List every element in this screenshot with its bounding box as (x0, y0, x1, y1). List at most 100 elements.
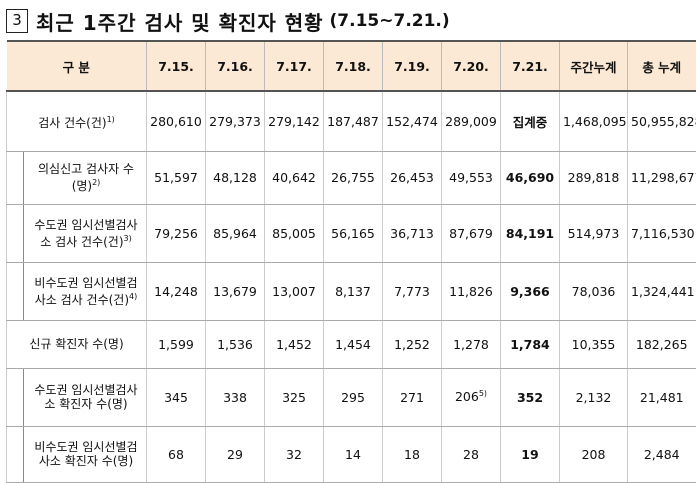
table-cell: 68 (146, 426, 206, 483)
table-cell: 14 (323, 426, 383, 483)
table-cell: 49,553 (441, 151, 501, 205)
table-cell: 13,679 (205, 262, 265, 321)
row-label-text: 검사 건수(건) (38, 115, 107, 130)
table-cell: 11,826 (441, 262, 501, 321)
table-row: 비수도권 임시선별검사소 확진자 수(명) 68 29 32 14 18 28 19 208 2,… (6, 426, 696, 483)
table-cell: 1,468,095 (559, 91, 628, 152)
table-cell: 152,474 (382, 91, 442, 152)
table-cell: 1,324,441 (627, 262, 696, 321)
header-weekly-total: 주간누계 (559, 40, 628, 92)
table-cell: 289,009 (441, 91, 501, 152)
table-cell: 325 (264, 368, 324, 427)
table-cell: 7,116,530 (627, 204, 696, 263)
title-text: 최근 1주간 검사 및 확진자 현황 (36, 10, 324, 35)
footnote-marker: 2) (92, 178, 101, 187)
table-cell: 2065) (441, 368, 501, 427)
table-cell: 40,642 (264, 151, 324, 205)
header-date: 7.19. (382, 40, 442, 92)
row-label: 수도권 임시선별검사소 확진자 수(명) (6, 368, 147, 427)
table-cell: 85,005 (264, 204, 324, 263)
header-date: 7.18. (323, 40, 383, 92)
table-cell: 2,132 (559, 368, 628, 427)
header-date: 7.15. (146, 40, 206, 92)
row-label-text: 의심신고 검사자 수(명) (38, 162, 134, 193)
table-cell: 18 (382, 426, 442, 483)
table-cell: 271 (382, 368, 442, 427)
table-cell: 79,256 (146, 204, 206, 263)
table-cell: 208 (559, 426, 628, 483)
table-cell: 87,679 (441, 204, 501, 263)
table-cell: 14,248 (146, 262, 206, 321)
row-label: 비수도권 임시선별검사소 검사 건수(건)4) (6, 262, 147, 321)
table-cell: 56,165 (323, 204, 383, 263)
table-cell: 279,142 (264, 91, 324, 152)
table-cell: 514,973 (559, 204, 628, 263)
row-label: 신규 확진자 수(명) (6, 320, 147, 369)
table-row: 신규 확진자 수(명) 1,599 1,536 1,452 1,454 1,252 1,27… (6, 320, 696, 369)
table-cell: 1,454 (323, 320, 383, 369)
table-cell: 9,366 (500, 262, 560, 321)
table-cell: 집계중 (500, 91, 560, 152)
table-row: 수도권 임시선별검사소 검사 건수(건)3) 79,256 85,964 85,005… (6, 204, 696, 263)
table-cell: 28 (441, 426, 501, 483)
table-row: 비수도권 임시선별검사소 검사 건수(건)4) 14,248 13,679 13,00… (6, 262, 696, 321)
weekly-status-table: 구 분 7.15. 7.16. 7.17. 7.18. 7.19. 7.20. … (6, 40, 696, 483)
table-row: 검사 건수(건)1) 280,610 279,373 279,142 187,487 15… (6, 91, 696, 152)
table-cell: 21,481 (627, 368, 696, 427)
row-label: 수도권 임시선별검사소 검사 건수(건)3) (6, 204, 147, 263)
title-date-range: (7.15~7.21.) (329, 11, 450, 31)
table-cell: 50,955,828 (627, 91, 696, 152)
table-cell: 1,784 (500, 320, 560, 369)
section-number-box: 3 (6, 9, 28, 33)
header-date: 7.20. (441, 40, 501, 92)
header-date: 7.21. (500, 40, 560, 92)
table-cell: 352 (500, 368, 560, 427)
footnote-marker: 3) (123, 233, 132, 243)
row-label-text: 수도권 임시선별검사소 확진자 수(명) (34, 383, 138, 411)
table-cell: 1,536 (205, 320, 265, 369)
header-row: 구 분 7.15. 7.16. 7.17. 7.18. 7.19. 7.20. … (6, 40, 696, 92)
row-label: 의심신고 검사자 수(명)2) (6, 151, 147, 205)
table-cell: 345 (146, 368, 206, 427)
table-cell: 1,452 (264, 320, 324, 369)
table-cell: 1,599 (146, 320, 206, 369)
table-cell: 295 (323, 368, 383, 427)
table-cell: 29 (205, 426, 265, 483)
row-label-text: 신규 확진자 수(명) (29, 337, 124, 351)
row-label: 검사 건수(건)1) (6, 91, 147, 152)
row-label-text: 수도권 임시선별검사소 검사 건수(건) (34, 217, 138, 249)
table-cell: 36,713 (382, 204, 442, 263)
table-cell: 1,278 (441, 320, 501, 369)
table-row: 수도권 임시선별검사소 확진자 수(명) 345 338 325 295 271 2065)… (6, 368, 696, 427)
table-cell: 11,298,677 (627, 151, 696, 205)
table-cell: 13,007 (264, 262, 324, 321)
table-cell: 78,036 (559, 262, 628, 321)
row-label: 비수도권 임시선별검사소 확진자 수(명) (6, 426, 147, 483)
table-cell: 1,252 (382, 320, 442, 369)
table-cell: 280,610 (146, 91, 206, 152)
footnote-marker: 5) (478, 389, 488, 399)
table-cell: 32 (264, 426, 324, 483)
table-cell: 8,137 (323, 262, 383, 321)
table-cell: 26,453 (382, 151, 442, 205)
table-cell: 7,773 (382, 262, 442, 321)
table-cell: 289,818 (559, 151, 628, 205)
footnote-marker: 4) (129, 291, 138, 301)
table-cell: 187,487 (323, 91, 383, 152)
header-category: 구 분 (6, 40, 147, 92)
footnote-marker: 1) (106, 114, 115, 124)
header-date: 7.17. (264, 40, 324, 92)
table-cell: 10,355 (559, 320, 628, 369)
table-cell: 2,484 (627, 426, 696, 483)
table-cell: 85,964 (205, 204, 265, 263)
table-cell: 26,755 (323, 151, 383, 205)
table-cell: 19 (500, 426, 560, 483)
table-row: 의심신고 검사자 수(명)2) 51,597 48,128 40,642 26,755 2… (6, 151, 696, 205)
table-cell: 338 (205, 368, 265, 427)
row-label-text: 비수도권 임시선별검사소 검사 건수(건) (34, 275, 138, 307)
table-cell: 51,597 (146, 151, 206, 205)
table-cell: 46,690 (500, 151, 560, 205)
section-title: 3 최근 1주간 검사 및 확진자 현황 (7.15~7.21.) (6, 6, 450, 36)
table-cell: 182,265 (627, 320, 696, 369)
table-cell: 84,191 (500, 204, 560, 263)
